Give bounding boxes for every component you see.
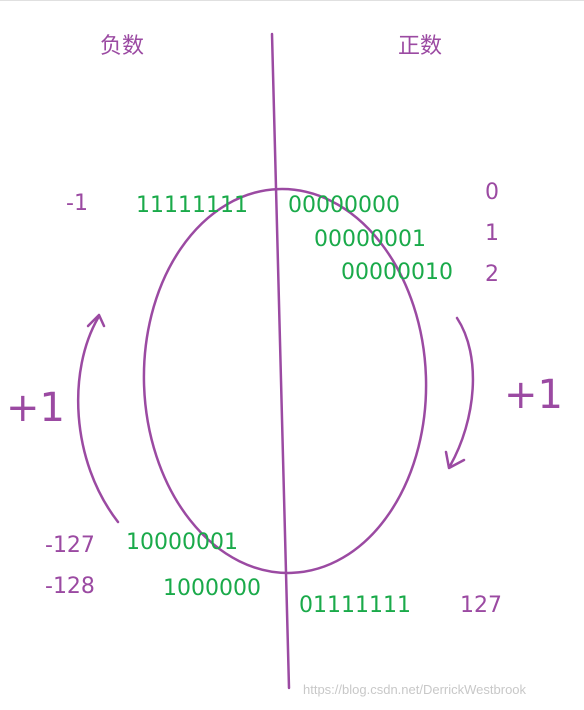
cycle-ellipse [142, 187, 428, 575]
decimal-neg127: -127 [45, 533, 95, 558]
divider-line [270, 32, 291, 690]
binary-neg1: 11111111 [136, 193, 248, 218]
decimal-2: 2 [485, 262, 499, 287]
left-arrow-curve [76, 316, 120, 524]
positive-header: 正数 [398, 34, 443, 59]
right-arrow-curve [448, 316, 475, 468]
right-increment-label: +1 [504, 372, 563, 418]
left-arrow-head [86, 313, 106, 328]
decimal-127: 127 [460, 593, 502, 618]
binary-0: 00000000 [288, 193, 400, 218]
binary-2: 00000010 [341, 260, 453, 285]
watermark: https://blog.csdn.net/DerrickWestbrook [303, 682, 527, 697]
decimal-neg1: -1 [66, 191, 88, 216]
binary-neg127: 10000001 [126, 530, 238, 555]
decimal-neg128: -128 [45, 574, 95, 599]
decimal-1: 1 [485, 221, 499, 246]
right-arrow-head [444, 450, 466, 470]
binary-1: 00000001 [314, 227, 426, 252]
binary-127: 01111111 [299, 593, 411, 618]
binary-neg128: 1000000 [163, 576, 261, 601]
decimal-0: 0 [485, 180, 499, 205]
left-increment-label: +1 [6, 385, 65, 431]
top-border [0, 0, 584, 1]
negative-header: 负数 [100, 34, 145, 59]
